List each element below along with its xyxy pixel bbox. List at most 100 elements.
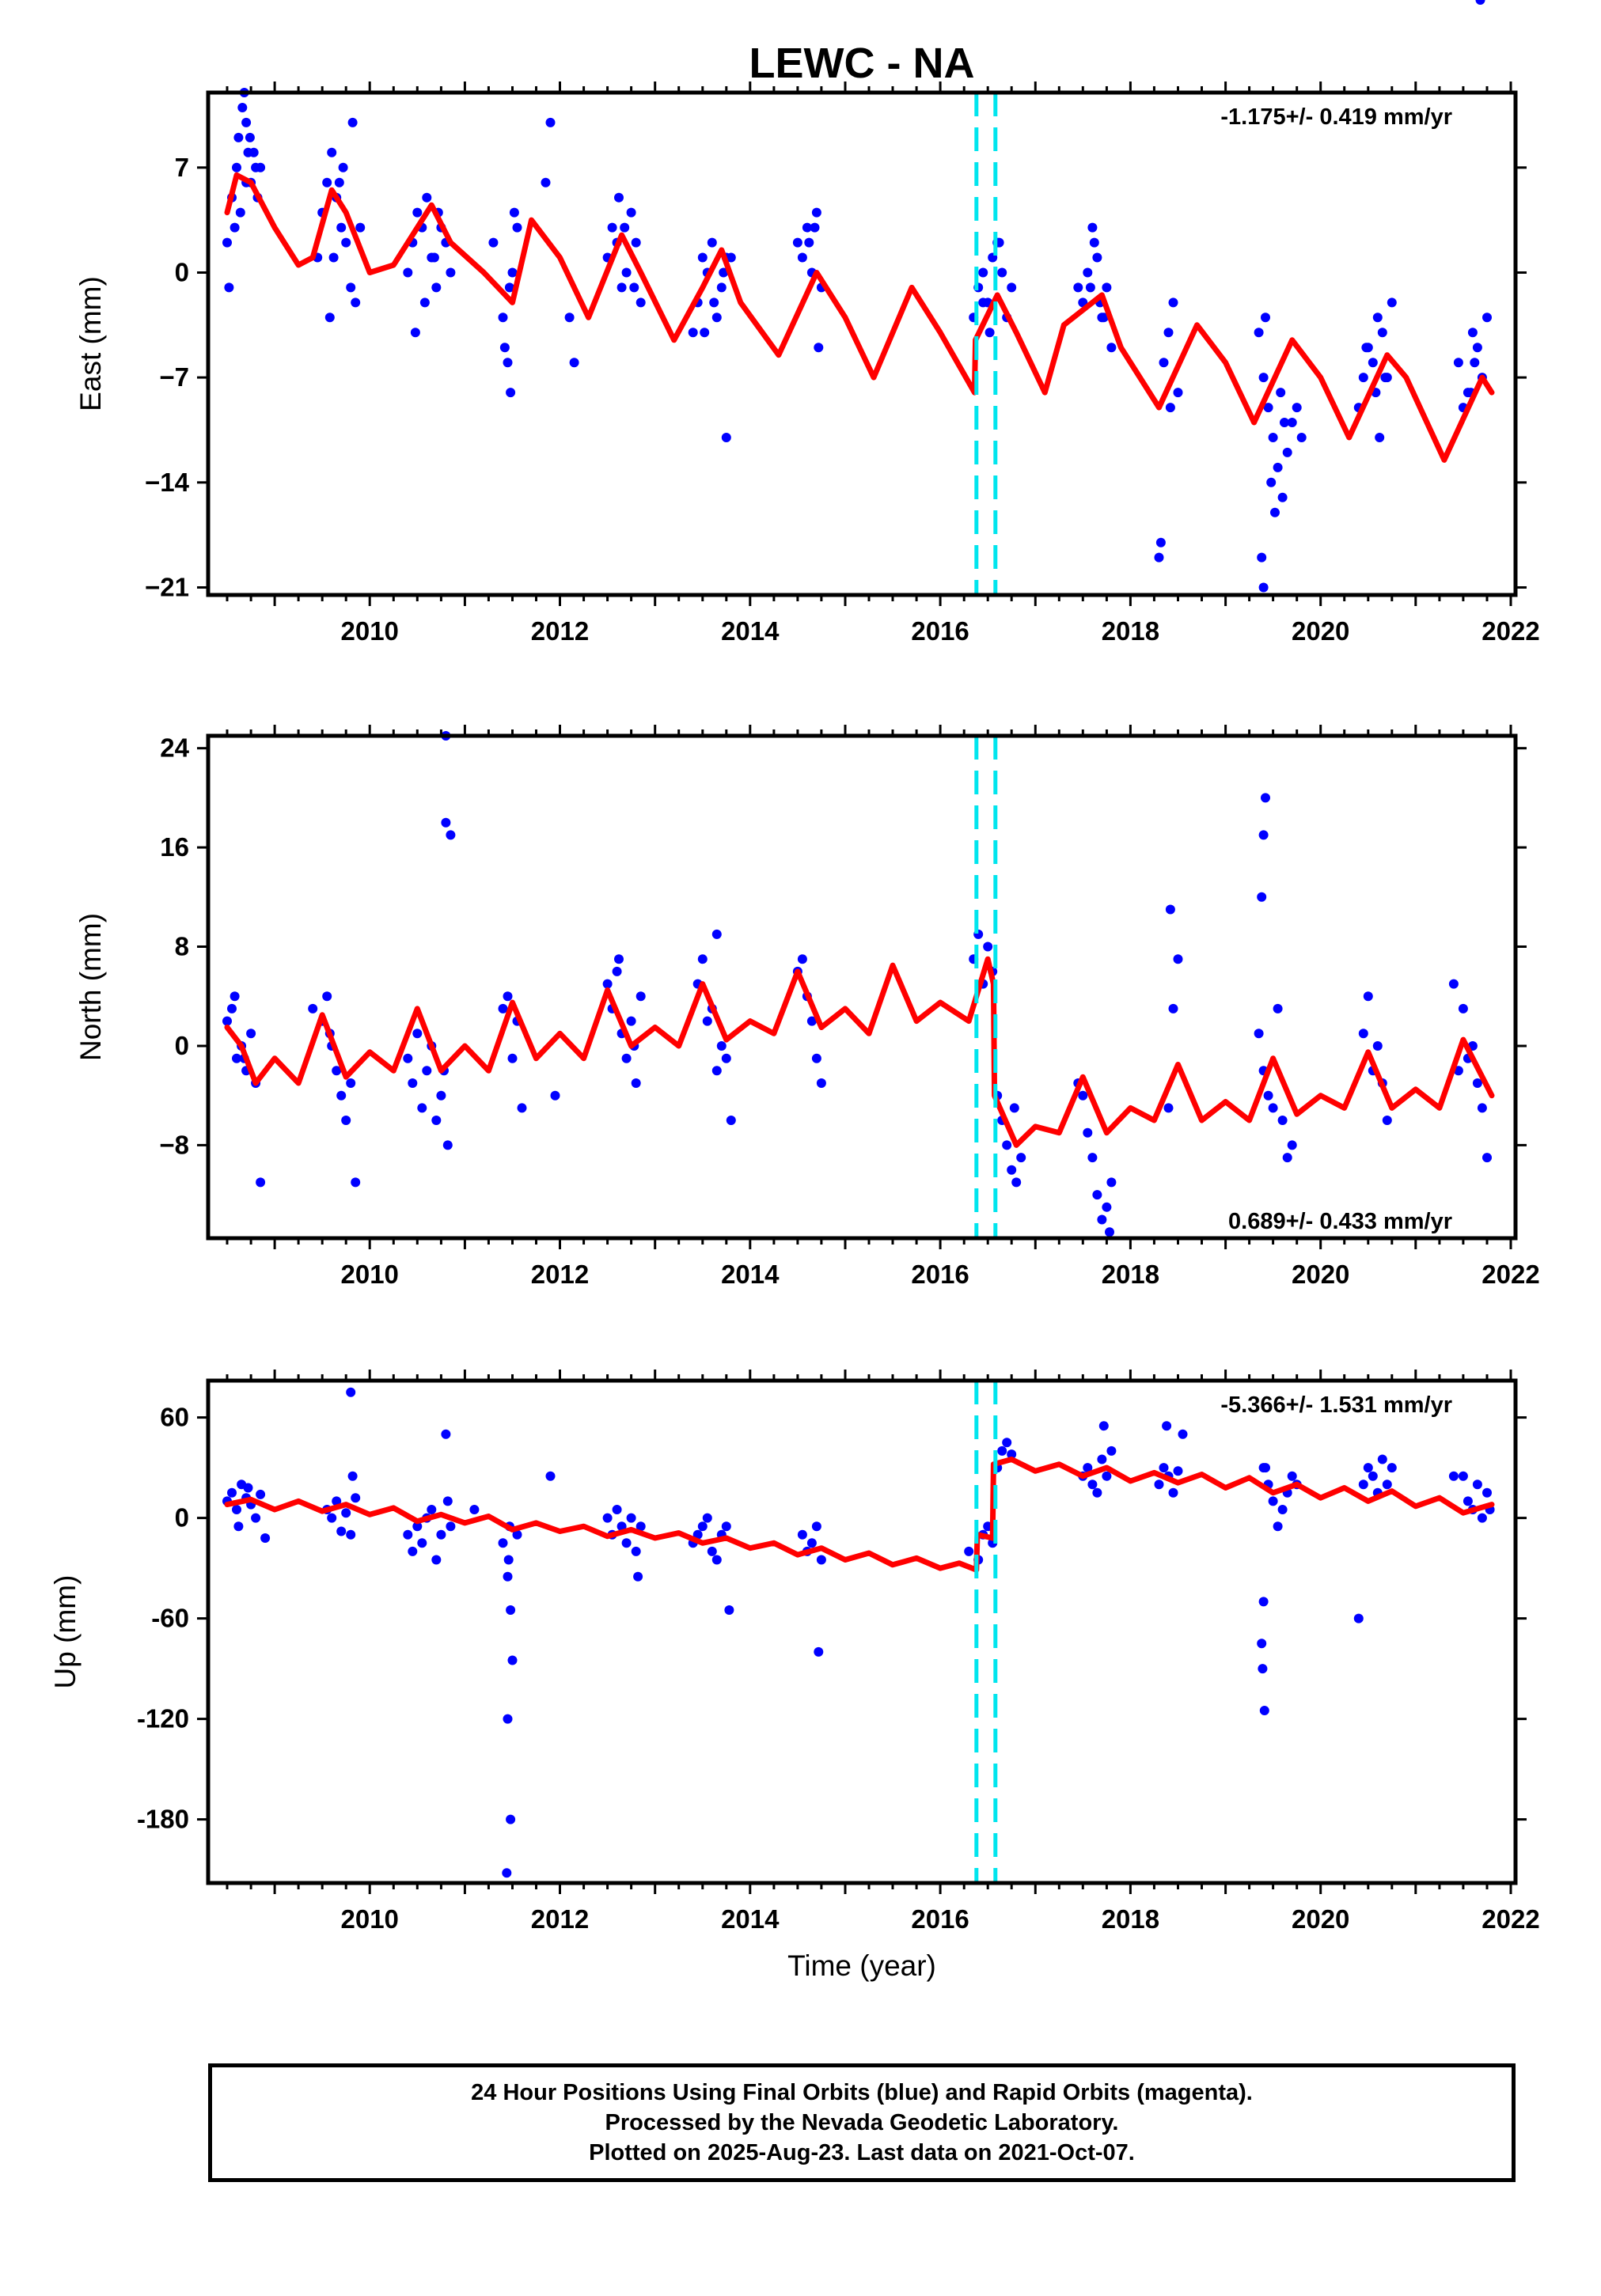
east-data-point: [1287, 418, 1297, 427]
east-data-point: [616, 282, 627, 293]
east-data-point: [507, 267, 518, 278]
north-data-point: [507, 1053, 518, 1063]
east-data-point: [721, 433, 731, 442]
east-data-point: [629, 282, 639, 293]
north-ytick-label: 8: [175, 932, 189, 961]
east-data-point: [716, 282, 727, 293]
east-data-point: [792, 237, 802, 248]
east-panel: 7 0 −7 −14 −21 2010 2012 2014 2016 2018 2020 2022 -…: [74, 0, 1540, 646]
north-data-point: [227, 1003, 237, 1013]
east-data-point: [429, 252, 439, 263]
east-data-point: [488, 237, 499, 248]
east-data-point: [355, 222, 366, 233]
up-model-line: [224, 1457, 1495, 1573]
east-data-point: [1263, 403, 1273, 413]
up-data-point: [1273, 1521, 1283, 1532]
east-data-point: [1254, 328, 1264, 338]
north-data-point: [1011, 1177, 1022, 1188]
up-data-point: [498, 1538, 508, 1548]
up-data-point: [256, 1489, 266, 1499]
up-data-point: [260, 1533, 271, 1543]
east-data-point: [347, 117, 358, 127]
east-data-point: [1266, 477, 1277, 487]
east-data-point: [635, 297, 646, 308]
north-data-point: [1258, 830, 1269, 840]
up-data-point: [1387, 1463, 1397, 1473]
north-data-point: [1105, 1227, 1114, 1237]
east-data-point: [245, 132, 255, 142]
up-ylabel: Up (mm): [49, 1575, 82, 1689]
up-data-point: [806, 1538, 817, 1548]
up-data-point: [633, 1571, 643, 1582]
east-data-point: [1268, 433, 1278, 442]
up-data-point: [1168, 1487, 1178, 1498]
north-data-point: [1009, 1103, 1019, 1113]
north-data-point: [1287, 1140, 1297, 1150]
east-data-point: [233, 132, 244, 142]
north-data-point: [1092, 1190, 1102, 1200]
east-data-point: [978, 297, 988, 308]
north-data-point: [336, 1090, 347, 1101]
up-data-point: [631, 1546, 641, 1556]
north-data-point: [1257, 892, 1267, 902]
up-data-point: [1363, 1463, 1373, 1473]
north-data-point: [1102, 1202, 1112, 1212]
north-model-line: [224, 956, 1495, 1148]
up-data-point: [697, 1521, 708, 1532]
east-data-point: [804, 237, 814, 248]
up-data-point: [417, 1538, 427, 1548]
east-data-point: [997, 267, 1007, 278]
up-data-point: [1154, 1480, 1164, 1490]
north-xtick-label: 2012: [531, 1260, 589, 1289]
north-data-point: [726, 1116, 736, 1125]
east-data-point: [419, 297, 430, 308]
east-marks: [222, 0, 1495, 595]
up-data-point: [724, 1605, 734, 1615]
footer-line-1: 24 Hour Positions Using Final Orbits (bl…: [471, 2080, 1253, 2105]
east-data-point: [336, 222, 347, 233]
north-data-point: [341, 1116, 351, 1125]
up-ticks: 60 0 -60 -120 -180 2010 2012 2014 2016 2018 2020 20…: [137, 1370, 1540, 1934]
east-data-point: [1102, 282, 1112, 293]
east-data-point: [334, 177, 344, 188]
east-data-point: [222, 237, 232, 248]
north-data-point: [626, 1016, 636, 1026]
north-panel: 24 16 8 0 −8 2010 2012 2014 2016 2018 2020 2022 0.6…: [74, 725, 1540, 1289]
east-data-point: [422, 192, 432, 203]
up-data-point: [503, 1571, 513, 1582]
east-data-point: [1387, 297, 1397, 308]
east-data-point: [1280, 418, 1289, 427]
east-data-point: [512, 222, 522, 233]
north-data-point: [1173, 954, 1183, 964]
east-data-point: [341, 237, 351, 248]
up-data-point: [814, 1646, 824, 1657]
east-data-point: [241, 117, 252, 127]
up-panel: 60 0 -60 -120 -180 2010 2012 2014 2016 2018 2020 20…: [49, 1370, 1540, 1934]
up-data-point: [964, 1546, 974, 1556]
east-data-point: [235, 207, 245, 218]
north-data-point: [1277, 1116, 1288, 1125]
east-data-point: [1482, 313, 1492, 323]
east-ytick-label: −21: [145, 573, 189, 602]
north-xtick-label: 2022: [1481, 1260, 1539, 1289]
up-data-point: [1098, 1421, 1109, 1431]
north-data-point: [711, 1066, 722, 1076]
north-data-point: [246, 1029, 256, 1039]
north-xtick-label: 2020: [1292, 1260, 1349, 1289]
east-data-point: [1173, 388, 1183, 398]
north-data-point: [332, 1066, 342, 1076]
up-data-point: [1258, 1664, 1268, 1674]
east-data-point: [1467, 328, 1478, 338]
north-data-point: [1477, 1103, 1487, 1113]
east-data-point: [351, 297, 361, 308]
north-data-point: [498, 1003, 508, 1013]
north-data-point: [441, 817, 451, 828]
north-data-point: [422, 1066, 432, 1076]
up-data-point: [1092, 1487, 1102, 1498]
east-data-point: [1155, 537, 1166, 547]
north-data-point: [614, 954, 624, 964]
east-data-point: [700, 328, 710, 338]
up-data-point: [1472, 1480, 1482, 1490]
east-data-point: [1163, 328, 1174, 338]
north-data-point: [983, 942, 993, 952]
